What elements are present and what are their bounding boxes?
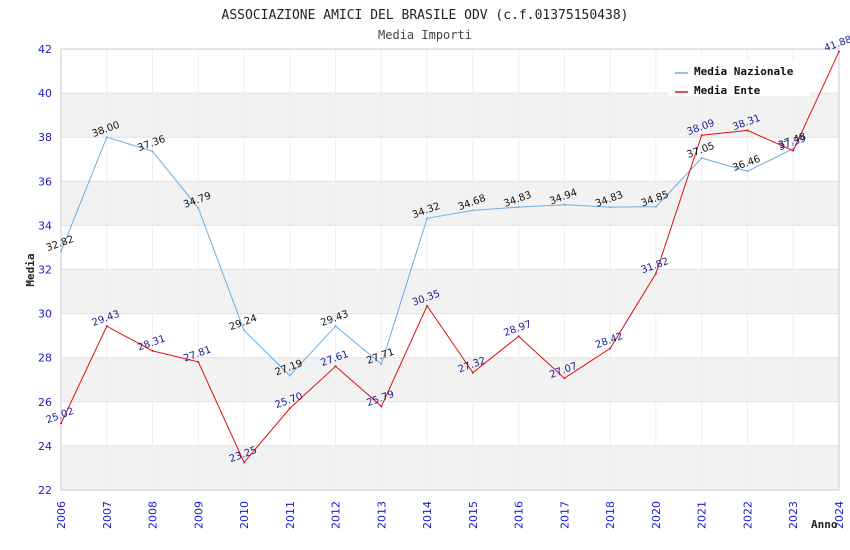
x-tick-label: 2015: [467, 501, 480, 529]
x-axis-title: Anno: [811, 518, 838, 531]
x-tick-label: 2010: [238, 501, 251, 529]
data-point: [197, 206, 200, 209]
data-point: [426, 304, 429, 307]
y-tick-label: 32: [38, 264, 52, 277]
plot-band: [61, 93, 839, 138]
data-point: [471, 371, 474, 374]
y-tick-label: 38: [38, 131, 52, 144]
data-point: [609, 206, 612, 209]
data-point: [700, 157, 703, 160]
y-tick-label: 30: [38, 308, 52, 321]
legend: Media Nazionale Media Ente: [668, 60, 810, 97]
data-point: [517, 335, 520, 338]
data-point: [334, 325, 337, 328]
x-tick-label: 2008: [147, 501, 160, 529]
data-point: [700, 134, 703, 137]
data-point: [563, 203, 566, 206]
series-layer: [60, 50, 840, 464]
plot-area: [60, 48, 840, 491]
data-point: [151, 150, 154, 153]
data-point: [334, 365, 337, 368]
data-point: [151, 349, 154, 352]
data-point: [288, 407, 291, 410]
legend-box: [668, 60, 810, 96]
x-tick-label: 2024: [833, 501, 846, 529]
legend-label-media-nazionale: Media Nazionale: [694, 65, 794, 78]
plot-band: [61, 269, 839, 314]
x-tick-label: 2006: [55, 501, 68, 529]
data-point: [654, 205, 657, 208]
data-label: 41.88: [823, 34, 850, 54]
y-tick-label: 36: [38, 175, 52, 188]
x-tick-label: 2009: [192, 501, 205, 529]
data-point: [288, 374, 291, 377]
data-point: [746, 170, 749, 173]
data-point: [563, 377, 566, 380]
y-tick-label: 28: [38, 352, 52, 365]
y-tick-label: 24: [38, 440, 52, 453]
data-point: [838, 50, 840, 53]
x-tick-label: 2021: [696, 501, 709, 529]
data-point: [380, 405, 383, 408]
y-tick-label: 34: [38, 219, 52, 232]
y-axis-title: Media: [24, 253, 37, 286]
y-axis-ticks: 22 24 26 28 30 32 34 36 38 40 42: [38, 43, 52, 497]
data-point: [746, 129, 749, 132]
y-tick-label: 42: [38, 43, 52, 56]
x-axis-ticks: 2006 2007 2008 2009 2010 2011 2012 2013 2014 2015…: [55, 501, 846, 529]
legend-label-media-ente: Media Ente: [694, 84, 761, 97]
x-tick-label: 2012: [330, 501, 343, 529]
plot-background-bands: [61, 93, 839, 490]
data-point: [471, 209, 474, 212]
x-tick-label: 2020: [650, 501, 663, 529]
data-point: [426, 217, 429, 220]
y-tick-label: 26: [38, 396, 52, 409]
x-tick-label: 2017: [558, 501, 571, 529]
data-point: [792, 149, 795, 152]
x-tick-label: 2011: [284, 501, 297, 529]
data-point: [105, 136, 108, 139]
data-point: [654, 272, 657, 275]
data-point: [609, 347, 612, 350]
data-point: [105, 325, 108, 328]
data-point: [380, 363, 383, 366]
x-tick-label: 2018: [604, 501, 617, 529]
x-tick-label: 2007: [101, 501, 114, 529]
plot-band: [61, 181, 839, 226]
x-tick-label: 2022: [741, 501, 754, 529]
y-tick-label: 22: [38, 484, 52, 497]
series-line-media-ente: [60, 51, 840, 464]
plot-band: [61, 445, 839, 490]
y-tick-label: 40: [38, 87, 52, 100]
x-tick-label: 2016: [513, 501, 526, 529]
data-point: [243, 461, 246, 464]
x-tick-label: 2023: [787, 501, 800, 529]
plot-band: [61, 357, 839, 402]
data-point: [197, 360, 200, 363]
x-tick-label: 2014: [421, 501, 434, 529]
data-point: [60, 422, 62, 425]
data-point: [517, 206, 520, 209]
x-tick-label: 2013: [375, 501, 388, 529]
chart-subtitle: Media Importi: [378, 28, 472, 42]
data-point: [243, 329, 246, 332]
chart-title: ASSOCIAZIONE AMICI DEL BRASILE ODV (c.f.…: [222, 8, 629, 23]
data-point: [60, 250, 62, 253]
